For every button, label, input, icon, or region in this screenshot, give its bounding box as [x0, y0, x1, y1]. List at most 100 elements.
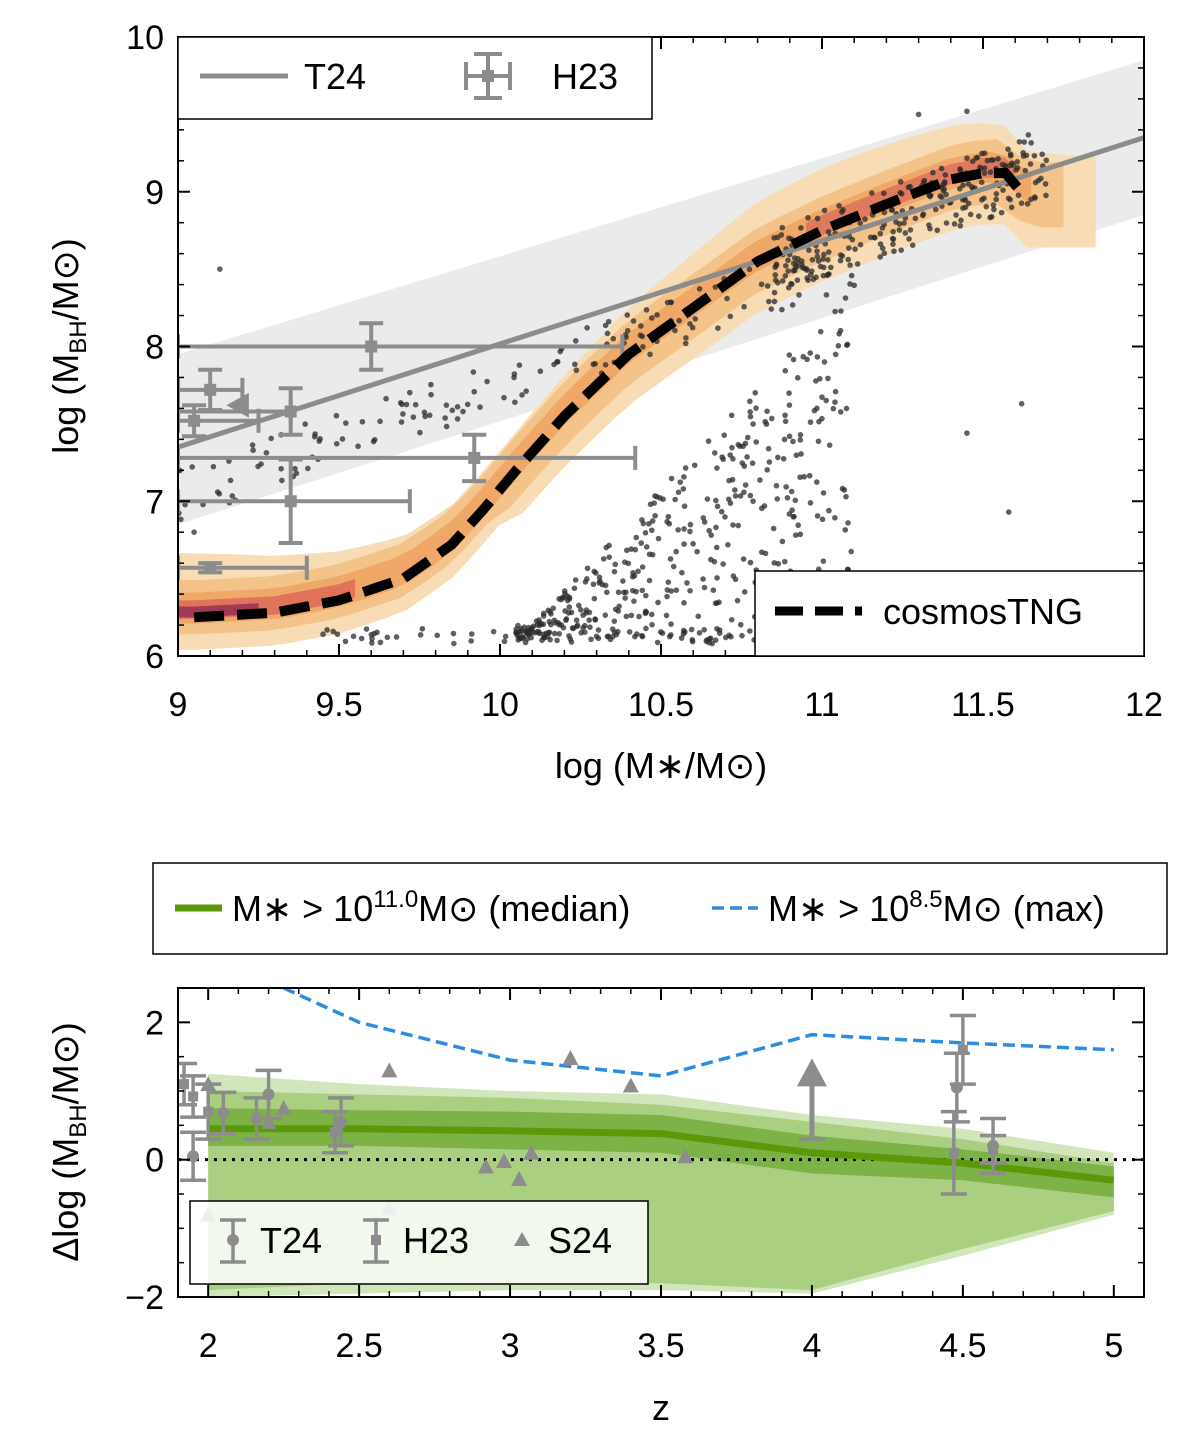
scatter-point: [586, 617, 592, 623]
scatter-point: [795, 522, 801, 529]
scatter-point: [595, 627, 602, 633]
scatter-point: [580, 612, 586, 618]
scatter-point: [305, 465, 311, 472]
scatter-point: [552, 620, 559, 626]
scatter-point: [615, 628, 621, 635]
scatter-point: [400, 411, 406, 417]
scatter-point: [897, 179, 904, 185]
scatter-point: [317, 435, 323, 442]
scatter-point: [652, 512, 658, 519]
scatter-point: [784, 495, 791, 501]
scatter-point: [655, 535, 662, 542]
scatter-point: [814, 354, 821, 360]
scatter-point: [324, 627, 330, 633]
scatter-point: [675, 527, 681, 533]
scatter-point: [704, 496, 711, 502]
scatter-point: [642, 529, 649, 536]
scatter-point: [712, 284, 719, 290]
t24-point: [328, 1096, 355, 1148]
scatter-point: [371, 436, 378, 443]
scatter-point: [519, 634, 525, 641]
scatter-point: [814, 248, 820, 255]
scatter-point: [584, 565, 591, 572]
scatter-point: [566, 604, 573, 610]
scatter-point: [616, 603, 622, 610]
scatter-point: [981, 165, 988, 171]
bottom-lines: [208, 988, 1115, 1184]
scatter-point: [639, 564, 646, 570]
scatter-point: [696, 630, 703, 636]
scatter-point: [406, 389, 413, 396]
scatter-point: [798, 451, 804, 457]
scatter-point: [623, 613, 630, 620]
scatter-point: [714, 575, 720, 581]
scatter-point: [832, 351, 839, 358]
scatter-point: [962, 204, 969, 211]
scatter-point: [548, 611, 554, 617]
scatter-point: [832, 388, 839, 395]
scatter-point: [877, 230, 884, 237]
scatter-point: [706, 639, 712, 646]
scatter-point: [680, 627, 687, 634]
scatter-point: [701, 519, 708, 525]
scatter-point: [898, 247, 905, 253]
scatter-point: [993, 191, 1000, 197]
scatter-point: [793, 452, 800, 459]
scatter-point: [602, 362, 609, 368]
scatter-point: [421, 409, 428, 416]
scatter-point: [807, 500, 814, 506]
top-axis-ticks: 9 9.5 10 10.5 11 11.5 12 6 7 8 9 10: [126, 19, 1163, 724]
scatter-point: [835, 343, 842, 349]
scatter-point: [987, 169, 994, 175]
scatter-point: [311, 433, 318, 440]
scatter-point: [590, 581, 597, 588]
scatter-point: [477, 404, 483, 410]
scatter-point: [652, 493, 658, 499]
scatter-point: [764, 408, 770, 415]
scatter-point: [943, 191, 949, 198]
scatter-point: [649, 551, 656, 558]
scatter-point: [801, 473, 808, 480]
scatter-point: [934, 227, 941, 234]
scatter-point: [634, 631, 640, 637]
scatter-point: [857, 241, 864, 248]
scatter-point: [654, 312, 660, 318]
scatter-point: [584, 325, 590, 331]
scatter-point: [330, 628, 337, 635]
scatter-point: [518, 628, 524, 634]
scatter-point: [990, 202, 997, 208]
scatter-point: [779, 224, 786, 231]
top-x-axis-label: log (M∗/M⊙): [555, 745, 767, 786]
scatter-point: [647, 351, 653, 358]
scatter-point: [643, 544, 650, 550]
scatter-point: [647, 501, 654, 508]
scatter-point: [639, 587, 646, 594]
scatter-point: [819, 516, 826, 523]
scatter-point: [772, 264, 778, 271]
scatter-point: [726, 477, 732, 484]
scatter-point: [592, 360, 598, 367]
s24-legend-marker: [514, 1232, 530, 1246]
s24-point: [496, 1153, 513, 1169]
scatter-point: [668, 299, 674, 305]
scatter-point: [540, 631, 547, 638]
scatter-point: [772, 277, 779, 283]
scatter-point: [732, 493, 739, 499]
top-lines: [178, 135, 1144, 623]
scatter-point: [516, 362, 523, 368]
x-tick-label: 12: [1125, 686, 1163, 724]
scatter-point: [646, 577, 653, 584]
scatter-point: [806, 247, 812, 253]
scatter-point: [374, 629, 380, 636]
scatter-point: [689, 636, 696, 643]
scatter-point: [942, 172, 949, 178]
scatter-point: [803, 266, 810, 272]
scatter-point: [771, 289, 778, 296]
scatter-point: [932, 206, 939, 213]
scatter-point: [881, 250, 888, 257]
scatter-point: [649, 315, 655, 321]
scatter-point: [623, 589, 629, 596]
scatter-point: [556, 630, 563, 637]
scatter-point: [450, 630, 457, 637]
y-tick-label: −2: [125, 1279, 164, 1317]
